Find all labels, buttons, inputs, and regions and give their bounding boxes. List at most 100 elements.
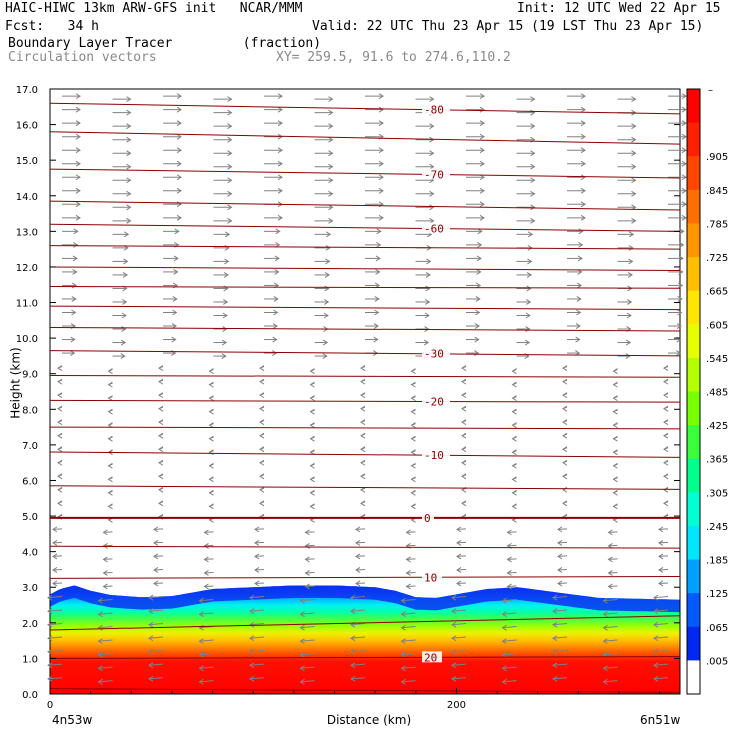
circulation-vector-head [176, 133, 182, 140]
circulation-vector-head [107, 368, 113, 375]
circulation-vector-head [374, 296, 380, 302]
circulation-vector [557, 528, 568, 530]
circulation-vector-head [663, 486, 669, 493]
circulation-vector-head [410, 408, 416, 415]
x-axis-label: Distance (km) [327, 713, 411, 727]
circulation-vector-head [254, 553, 260, 560]
forecast-hour: Fcst: 34 h [5, 19, 99, 34]
circulation-vector-head [375, 255, 381, 262]
circulation-vector [47, 595, 63, 599]
circulation-vector-head [576, 309, 582, 316]
circulation-vector-head [360, 500, 366, 507]
circulation-vector-head [350, 608, 356, 615]
circulation-vector-head [75, 214, 81, 221]
circulation-vector-head [479, 160, 485, 167]
circulation-vector-head [208, 476, 214, 483]
contour-label: -30 [424, 348, 444, 361]
circulation-vector-head [360, 446, 366, 453]
circulation-vector-head [57, 392, 63, 399]
circulation-vector [300, 653, 315, 656]
circulation-vector-head [299, 624, 305, 631]
circulation-vector-head [259, 486, 265, 493]
circulation-vector-head [176, 214, 182, 221]
circulation-vector-head [479, 214, 485, 221]
y-tick-label: 2.0 [22, 619, 38, 630]
circulation-vector-head [355, 567, 361, 573]
circulation-vector [254, 555, 265, 557]
circulation-vector-head [304, 570, 310, 576]
circulation-vector-head [259, 405, 265, 412]
circulation-vector-head [602, 678, 608, 685]
circulation-vector-head [405, 570, 411, 576]
circulation-vector-head [328, 123, 334, 130]
circulation-vector-head [612, 489, 618, 496]
circulation-vector [300, 612, 315, 615]
circulation-vector-head [123, 231, 130, 238]
circulation-vector-head [70, 336, 76, 343]
circulation-vector-head [158, 392, 164, 399]
circulation-vector-head [97, 611, 103, 618]
y-tick-label: 5.0 [22, 512, 38, 523]
circulation-vector-head [511, 449, 517, 456]
circulation-vector [153, 582, 164, 584]
circulation-vector-head [524, 339, 531, 346]
temperature-contour [49, 451, 681, 458]
circulation-vector-head [400, 651, 406, 658]
circulation-vector-head [562, 486, 568, 493]
circulation-vector-head [429, 190, 435, 197]
circulation-vector-head [663, 432, 669, 439]
circulation-vector [502, 639, 517, 642]
circulation-vector-head [612, 462, 618, 469]
circulation-vector-head [501, 678, 507, 685]
circulation-vector-head [451, 675, 457, 682]
circulation-vector-head [259, 500, 265, 507]
circulation-vector-head [376, 241, 382, 248]
circulation-vector-head [221, 339, 228, 346]
circulation-vector-head [677, 282, 684, 289]
circulation-vector [603, 639, 618, 642]
circulation-vector [103, 571, 113, 574]
circulation-vector-head [530, 217, 536, 224]
colorbar-swatch [687, 122, 700, 157]
circulation-vector-head [75, 147, 81, 154]
circulation-vector [254, 568, 265, 571]
circulation-vector-head [126, 150, 132, 157]
circulation-vector [103, 558, 113, 560]
circulation-vector-head [612, 503, 618, 510]
contour-label: -70 [424, 168, 444, 181]
circulation-vector-head [126, 190, 132, 197]
circulation-vector-head [121, 326, 127, 332]
circulation-vector-head [275, 228, 281, 235]
y-tick-label: 12.0 [16, 263, 38, 274]
circulation-vector [608, 544, 618, 547]
circulation-vector-head [461, 365, 467, 372]
circulation-vector-head [506, 529, 512, 536]
circulation-vector-head [259, 365, 265, 372]
circulation-vector-head [681, 147, 687, 154]
circulation-vector-head [677, 309, 683, 316]
circulation-vector-head [552, 621, 558, 628]
circulation-vector-head [378, 160, 384, 167]
circulation-vector-head [631, 136, 637, 143]
circulation-vector-head [557, 539, 563, 546]
circulation-vector-head [277, 93, 283, 100]
circulation-vector-head [73, 228, 79, 235]
colorbar-label: .005 [706, 656, 728, 667]
circulation-vector [350, 609, 366, 612]
circulation-vector [552, 609, 568, 612]
temperature-contour [49, 266, 681, 271]
circulation-vector-head [627, 299, 633, 305]
circulation-vector-head [578, 241, 584, 248]
circulation-vector-head [148, 594, 154, 601]
circulation-vector-head [506, 583, 512, 590]
circulation-vector-head [259, 419, 265, 426]
circulation-vector-head [97, 624, 103, 631]
circulation-vector [148, 609, 164, 612]
circulation-vector [300, 666, 315, 669]
circulation-vector-head [126, 163, 132, 170]
circulation-vector-head [299, 651, 305, 658]
circulation-vector-head [227, 217, 233, 224]
circulation-vector [98, 653, 113, 656]
circulation-vector-head [259, 392, 265, 399]
